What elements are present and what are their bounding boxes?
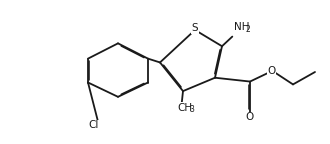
Text: NH: NH <box>234 22 249 32</box>
Text: O: O <box>267 66 276 76</box>
Text: CH: CH <box>178 103 193 113</box>
Text: S: S <box>192 23 198 33</box>
Text: 3: 3 <box>190 105 195 114</box>
Text: Cl: Cl <box>89 121 99 130</box>
Text: O: O <box>246 112 254 122</box>
Text: 2: 2 <box>246 25 250 34</box>
